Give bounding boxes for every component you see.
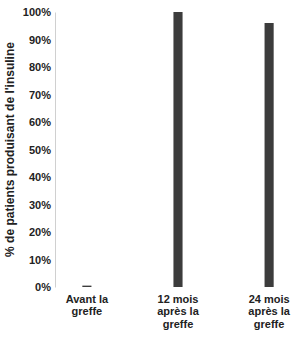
y-tick: 10%	[29, 254, 55, 266]
bar	[265, 23, 274, 287]
y-tick-label: 0%	[35, 281, 51, 293]
y-tick-label: 80%	[29, 61, 51, 73]
y-tick-label: 90%	[29, 34, 51, 46]
y-tick-label: 30%	[29, 199, 51, 211]
y-tick: 80%	[29, 61, 55, 73]
y-axis-title: % de patients produisant de l'insuline	[3, 42, 17, 257]
plot: 0% 10% 20% 30% 40% 50% 60% 70% 80% 90% 100% Avant l…	[23, 6, 291, 330]
y-tick: 30%	[29, 199, 55, 211]
bar	[82, 286, 91, 287]
y-tick: 90%	[29, 34, 55, 46]
x-tick-label: 24 moisaprès lagreffe	[248, 293, 290, 330]
x-tick: 12 moisaprès lagreffe	[157, 293, 199, 330]
y-tick-label: 60%	[29, 116, 51, 128]
y-tick: 50%	[29, 144, 55, 156]
chart: 0% 10% 20% 30% 40% 50% 60% 70% 80% 90% 100% Avant l…	[0, 0, 307, 350]
y-tick: 20%	[29, 226, 55, 238]
y-tick: 70%	[29, 89, 55, 101]
bar	[173, 12, 182, 287]
x-tick: Avant lagreffe	[66, 293, 109, 318]
x-axis: Avant lagreffe 12 moisaprès lagreffe 24 mo…	[66, 293, 291, 330]
y-tick-label: 50%	[29, 144, 51, 156]
y-tick: 40%	[29, 171, 55, 183]
y-tick-label: 100%	[23, 6, 51, 18]
y-tick: 0%	[35, 281, 55, 293]
x-tick-label: Avant lagreffe	[66, 293, 109, 318]
y-tick-label: 10%	[29, 254, 51, 266]
y-tick-label: 70%	[29, 89, 51, 101]
y-axis: 0% 10% 20% 30% 40% 50% 60% 70% 80% 90% 100%	[23, 6, 56, 293]
y-tick: 100%	[23, 6, 55, 18]
y-tick: 60%	[29, 116, 55, 128]
x-tick-label: 12 moisaprès lagreffe	[157, 293, 199, 330]
bars	[82, 12, 273, 287]
x-tick: 24 moisaprès lagreffe	[248, 293, 290, 330]
y-tick-label: 20%	[29, 226, 51, 238]
y-axis-line	[55, 13, 56, 288]
y-tick-label: 40%	[29, 171, 51, 183]
